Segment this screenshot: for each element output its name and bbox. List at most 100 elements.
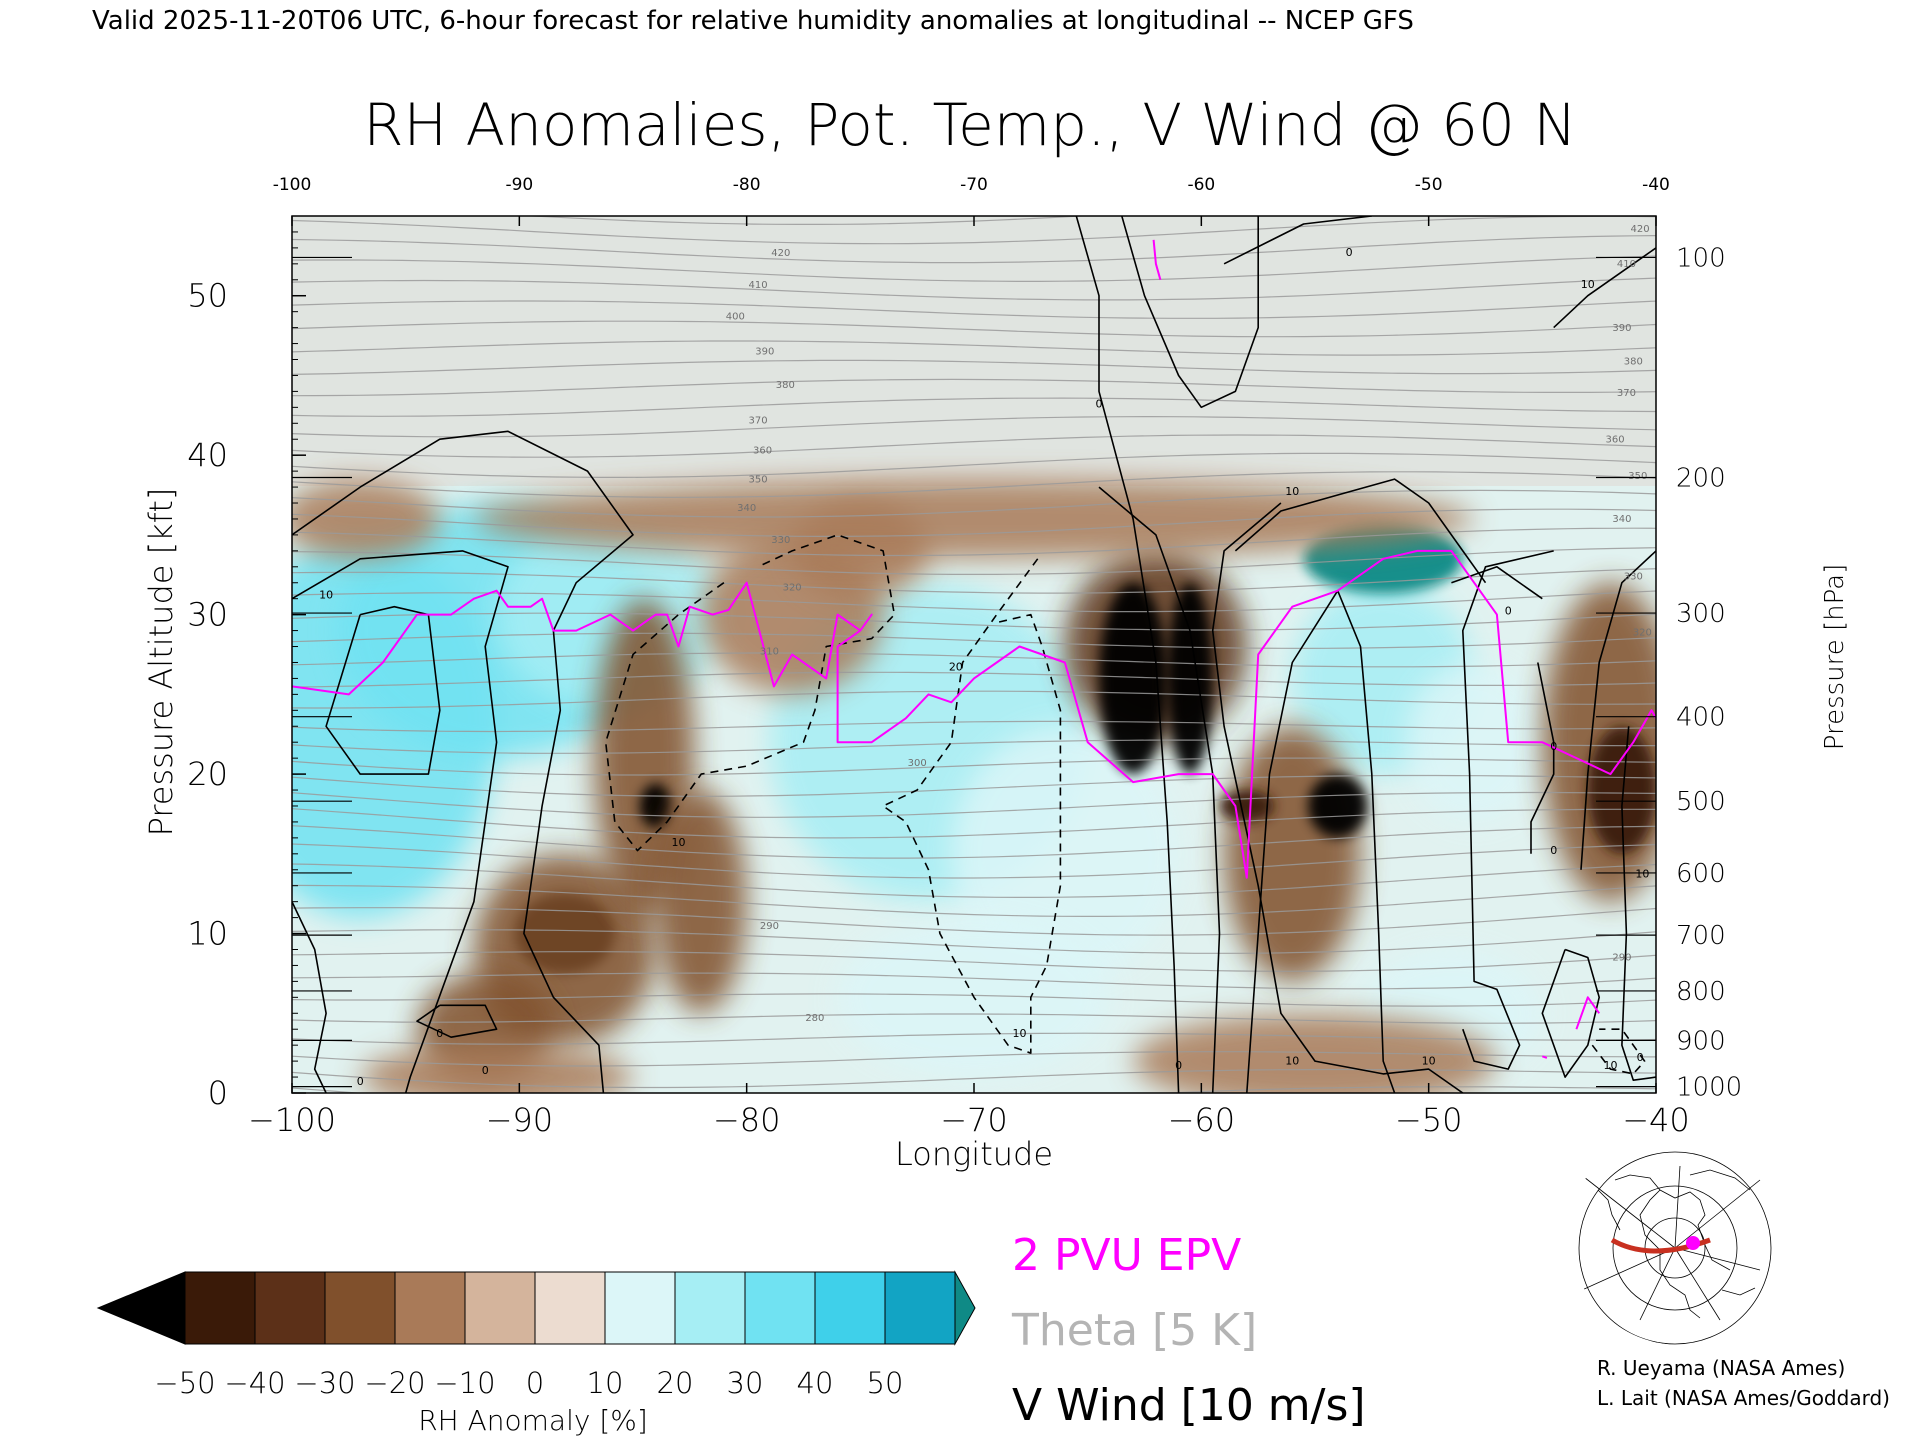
- legend-epv: 2 PVU EPV: [1012, 1230, 1241, 1281]
- pressure-tick-label: 1000: [1676, 1073, 1742, 1103]
- pressure-tick-label: 800: [1676, 977, 1726, 1007]
- theta-contour-label: 400: [726, 312, 745, 323]
- v-wind-contour-12: [1234, 478, 1487, 584]
- v-wind-contour-3: [292, 901, 327, 1093]
- theta-contour-label: 420: [771, 248, 790, 259]
- v-wind-contour-15: [1462, 550, 1554, 1070]
- x-top-tick-label: -40: [1642, 175, 1670, 195]
- pressure-tick-label: 600: [1676, 859, 1726, 889]
- x-tick-label: −80: [713, 1101, 781, 1139]
- wind-contour-label: 10: [319, 589, 333, 602]
- colorbar-tick-label: 20: [657, 1366, 694, 1400]
- legend-theta: Theta [5 K]: [1011, 1305, 1257, 1356]
- theta-contour-line: [292, 397, 1656, 417]
- theta-contour-line: [292, 527, 1656, 557]
- epv-2pvu-line-3: [1541, 1055, 1548, 1059]
- theta-contour-label: 310: [760, 647, 779, 658]
- rh-anomaly-region-28: [473, 479, 1475, 559]
- v-wind-contour-18: [1621, 726, 1656, 1081]
- v-wind-contour-21: [1451, 566, 1543, 600]
- credit-line-2: L. Lait (NASA Ames/Goddard): [1597, 1386, 1890, 1410]
- x-top-tick-label: -80: [733, 175, 761, 195]
- wind-contour-label: 0: [1175, 1059, 1182, 1072]
- x-tick-label: −40: [1622, 1101, 1690, 1139]
- theta-contour-line: [292, 1051, 1656, 1067]
- theta-contour-line: [292, 434, 1656, 458]
- x-tick-label: −70: [940, 1101, 1008, 1139]
- rh-anomaly-region-26: [1587, 726, 1656, 854]
- theta-contour-line: [292, 452, 1656, 478]
- theta-contour-label: 380: [776, 380, 795, 391]
- v-wind-contour-19: [1541, 948, 1600, 1078]
- colorbar-bin: [184, 1271, 256, 1345]
- epv-2pvu-line-0: [292, 549, 1656, 879]
- rh-anomaly-region-15: [639, 783, 672, 829]
- theta-contour-line: [292, 489, 1656, 518]
- colorbar-bin: [604, 1271, 676, 1345]
- colorbar-bin: [324, 1271, 396, 1345]
- theta-contours: [292, 216, 1656, 1093]
- v-wind-contour-7: [1075, 216, 1180, 1093]
- wind-contour-label: 20: [949, 660, 963, 673]
- theta-contour-line: [292, 843, 1656, 879]
- theta-contour-line: [292, 757, 1656, 776]
- wind-contour-label: 10: [1285, 485, 1299, 498]
- colorbar-over-arrow: [954, 1270, 976, 1346]
- theta-contour-line: [292, 300, 1656, 319]
- epv-2pvu-line-2: [1575, 996, 1601, 1030]
- colorbar-bin: [464, 1271, 536, 1345]
- colorbar-bin: [534, 1271, 606, 1345]
- pressure-tick-label: 700: [1676, 921, 1726, 951]
- theta-contour-line: [292, 884, 1656, 917]
- y-tick-label: 0: [208, 1074, 228, 1112]
- colorbar-tick-label: −50: [154, 1366, 215, 1400]
- epv-2pvu-contours: [292, 239, 1656, 1059]
- rh-anomaly-region-16: [655, 790, 747, 1014]
- theta-contour-label: 410: [1617, 259, 1636, 270]
- pressure-tick-label: 200: [1676, 464, 1726, 494]
- x-top-tick-label: -60: [1187, 175, 1215, 195]
- v-wind-contour-8: [1121, 216, 1259, 409]
- colorbar-tick-label: −30: [294, 1366, 355, 1400]
- theta-contour-line: [292, 972, 1656, 990]
- wind-contour-label: 0: [1346, 246, 1353, 259]
- wind-contour-label: 10: [1012, 1027, 1026, 1040]
- y-tick-label: 20: [187, 755, 228, 793]
- theta-contour-label: 360: [753, 446, 772, 457]
- y2-axis-label: Pressure [hPa]: [1820, 564, 1850, 751]
- pressure-tick-label: 300: [1676, 599, 1726, 629]
- y-tick-label: 50: [187, 277, 228, 315]
- wind-contour-label: 0: [1550, 740, 1557, 753]
- wind-contour-label: 0: [1096, 397, 1103, 410]
- colorbar-tick-label: −20: [364, 1366, 425, 1400]
- theta-contour-line: [292, 1032, 1656, 1045]
- theta-contour-line: [292, 825, 1656, 859]
- stratosphere-band: [292, 216, 1656, 486]
- theta-contour-label: 390: [1612, 323, 1631, 334]
- theta-contour-label: 290: [1612, 953, 1631, 964]
- theta-contour-line: [292, 774, 1656, 797]
- theta-contour-line: [292, 652, 1656, 668]
- rh-anomaly-region-29: [360, 1045, 633, 1093]
- theta-contour-label: 330: [771, 535, 790, 546]
- theta-contour-line: [292, 568, 1656, 594]
- v-wind-contour-0: [292, 430, 634, 1093]
- theta-contour-label: 320: [783, 583, 802, 594]
- theta-contour-line: [292, 359, 1656, 375]
- theta-contour-label: 370: [1617, 388, 1636, 399]
- colorbar-bin: [674, 1271, 746, 1345]
- inset-location-map: [1560, 1125, 1790, 1345]
- colorbar-tick-label: −40: [224, 1366, 285, 1400]
- theta-contour-label: 330: [1624, 572, 1643, 583]
- colorbar-tick-label: 50: [867, 1366, 904, 1400]
- theta-contour-line: [292, 255, 1656, 282]
- x-tick-label: −100: [248, 1101, 336, 1139]
- theta-contour-line: [292, 951, 1656, 972]
- v-wind-contour-13: [1246, 590, 1339, 1093]
- header-valid-line: Valid 2025-11-20T06 UTC, 6-hour forecast…: [92, 6, 1414, 36]
- theta-contour-line: [292, 739, 1656, 754]
- x-top-tick-label: -50: [1415, 175, 1443, 195]
- rh-anomaly-region-10: [292, 479, 440, 559]
- theta-contour-label: 360: [1606, 434, 1625, 445]
